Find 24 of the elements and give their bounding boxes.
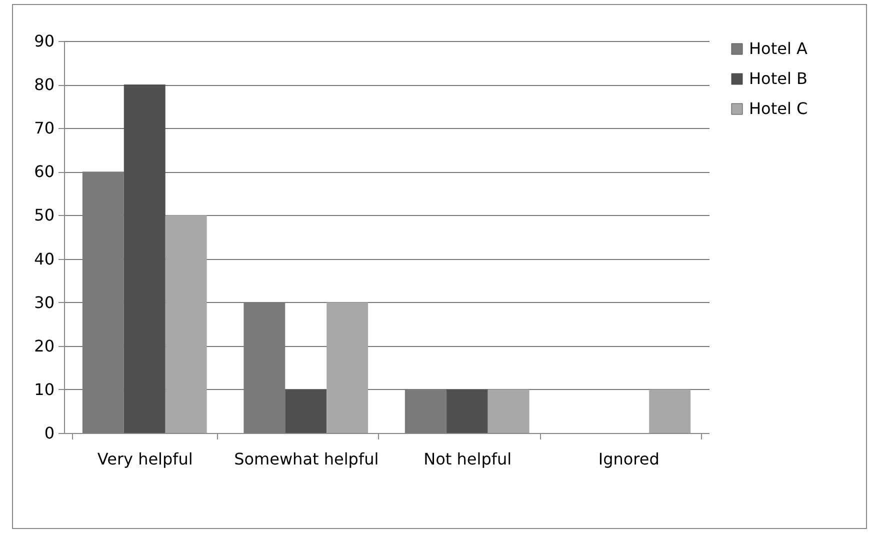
y-tick-label: 90 — [34, 32, 54, 50]
y-tick-label: 10 — [34, 380, 54, 399]
bar — [124, 84, 166, 433]
bar — [446, 389, 488, 433]
y-tick-label: 30 — [34, 292, 54, 312]
y-tick-label: 60 — [34, 162, 54, 182]
bar — [326, 302, 368, 433]
bar — [165, 215, 207, 433]
y-tick-label: 80 — [34, 75, 54, 94]
y-tick-label: 0 — [44, 424, 54, 442]
y-tick-label: 50 — [34, 206, 54, 225]
x-tick-label: Very helpful — [97, 450, 193, 468]
y-tick-label: 40 — [34, 249, 54, 268]
legend-label: Hotel C — [749, 99, 808, 118]
y-tick-label: 20 — [34, 336, 54, 356]
bar — [649, 389, 691, 433]
x-tick-label: Somewhat helpful — [234, 450, 379, 468]
x-tick-label: Not helpful — [424, 450, 512, 468]
x-tick-label: Ignored — [598, 450, 660, 468]
bar — [488, 389, 530, 433]
legend-label: Hotel A — [749, 39, 808, 58]
bar — [285, 389, 327, 433]
y-tick-label: 70 — [34, 118, 54, 138]
legend-label: Hotel B — [749, 69, 808, 88]
